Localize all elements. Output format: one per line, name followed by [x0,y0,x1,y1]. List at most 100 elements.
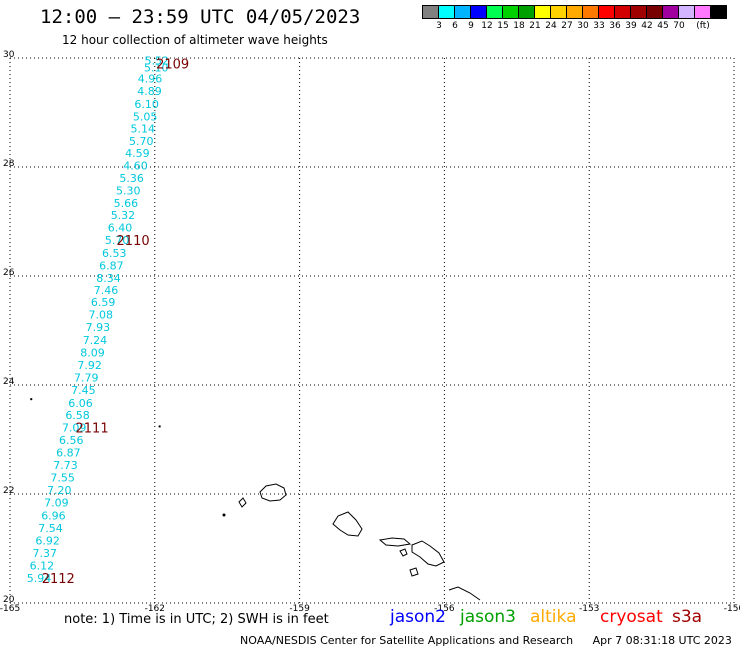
colorbar-label: 33 [593,21,605,31]
credit-text: NOAA/NESDIS Center for Satellite Applica… [240,634,574,647]
colorbar-label: 9 [468,21,474,31]
x-tick-label: -150 [724,604,740,614]
swh-label: 7.37 [33,547,58,560]
footer-credit: NOAA/NESDIS Center for Satellite Applica… [240,634,732,647]
colorbar-label: 12 [481,21,493,31]
colorbar-label: (ft) [696,21,710,31]
colorbar-label: 39 [625,21,637,31]
swh-label: 4.60 [123,159,148,172]
track-dot [30,398,33,401]
swh-label: 5.52 [144,55,169,68]
island-oahu [332,511,363,537]
time-labels: 2109 2110 2111 2112 [42,57,189,586]
swh-label: 6.53 [102,247,127,260]
island-molokai [378,537,412,547]
colorbar-label: 36 [609,21,621,31]
credit-timestamp: Apr 7 08:31:18 UTC 2023 [592,634,732,647]
y-tick-label: 30 [3,50,15,60]
swh-label: 7.08 [88,309,113,322]
swh-label: 7.55 [50,472,75,485]
colorbar-label: 15 [497,21,509,31]
footer-note: note: 1) Time is in UTC; 2) SWH is in fe… [64,612,329,627]
swh-label: 5.66 [114,197,139,210]
nihoa-island [222,513,226,517]
swh-label: 6.58 [65,409,90,422]
track-dots [30,398,161,428]
swh-label: 6.92 [35,534,60,547]
swh-label: 7.92 [77,359,102,372]
swh-label: 7.45 [71,384,96,397]
swh-label: 8.09 [80,346,105,359]
swh-label: 6.96 [41,509,66,522]
time-label: 2111 [76,422,109,437]
island-hawaii [448,586,481,601]
mission-jason3: jason3 [460,607,516,627]
swh-label: 6.40 [108,221,133,234]
x-tick-label: -165 [0,604,20,614]
swh-label: 7.09 [62,422,87,435]
y-tick-label: 24 [3,377,15,387]
axis-ticks: -165 -162 -159 -156 -153 -150 30 28 26 24 22 20 [0,50,740,614]
swh-label: 7.79 [74,371,99,384]
island-kauai [259,483,287,502]
y-tick-label: 22 [3,486,14,496]
swh-label: 7.54 [38,522,63,535]
colorbar-labels: 3 6 9 12 15 18 21 24 27 30 33 36 39 42 45 70 (ft) [422,21,740,33]
page-subtitle: 12 hour collection of altimeter wave hei… [62,33,328,47]
colorbar-label: 24 [545,21,557,31]
swh-label: 7.46 [94,284,119,297]
swh-label: 8.34 [96,272,121,285]
colorbar [422,5,727,19]
swh-label: 5.14 [130,122,155,135]
x-tick-label: -162 [145,604,165,614]
swh-labels: 5.525.104.964.896.105.055.145.704.594.60… [27,55,169,585]
colorbar-swatch [710,5,727,19]
island-kahoolawe [409,567,419,577]
time-label: 2109 [156,57,189,72]
swh-label: 7.24 [83,334,108,347]
colorbar-label: 70 [673,21,685,31]
y-tick-label: 26 [3,268,15,278]
colorbar-label: 21 [529,21,541,31]
x-tick-label: -153 [579,604,599,614]
island-niihau [238,497,247,508]
swh-label: 5.36 [119,172,144,185]
track-dot [158,425,161,428]
swh-label: 6.87 [56,447,81,460]
swh-label: 5.05 [133,110,158,123]
page-title: 12:00 — 23:59 UTC 04/05/2023 [40,6,361,28]
island-maui [411,540,445,567]
time-label: 2110 [117,234,150,249]
hawaii-coastline [222,483,481,601]
colorbar-label: 18 [513,21,525,31]
swh-label: 7.93 [86,321,111,334]
colorbar-label: 30 [577,21,589,31]
swh-label: 6.56 [59,434,84,447]
mission-s3a: s3a [672,607,703,627]
swh-label: 4.59 [125,147,150,160]
colorbar-label: 27 [561,21,573,31]
swh-label: 7.09 [44,497,69,510]
mission-jason2: jason2 [390,607,446,627]
swh-label: 6.59 [91,296,116,309]
y-tick-label: 20 [3,595,15,605]
swh-label: 6.87 [99,260,124,273]
swh-label: 5.30 [116,184,141,197]
y-tick-label: 28 [3,159,15,169]
swh-label: 5.10 [144,61,169,74]
colorbar-label: 3 [436,21,442,31]
island-lanai [399,548,408,557]
swh-label: 6.10 [134,98,159,111]
swh-label: 6.06 [68,397,93,410]
swh-label: 5.32 [111,209,136,222]
time-label: 2112 [42,572,75,587]
swh-label: 7.20 [47,484,72,497]
swh-label: 4.96 [138,73,163,86]
swh-label: 7.73 [53,459,78,472]
mission-cryosat: cryosat [600,607,663,627]
swh-label: 4.89 [137,85,162,98]
colorbar-label: 6 [452,21,458,31]
swh-label: 5.70 [129,135,154,148]
x-tick-label: -156 [434,604,455,614]
